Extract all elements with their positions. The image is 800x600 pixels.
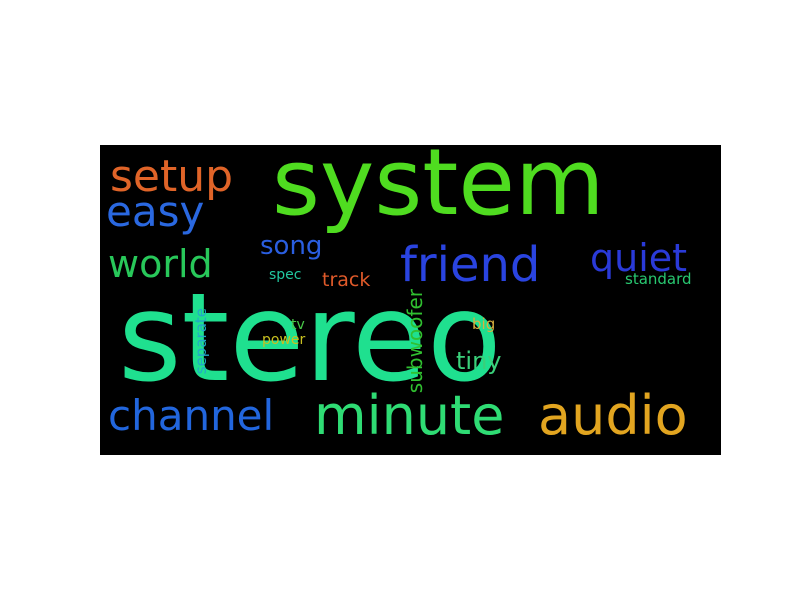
word-quiet: quiet: [590, 236, 688, 280]
word-power: power: [262, 332, 306, 348]
word-audio: audio: [538, 384, 688, 447]
word-minute: minute: [314, 384, 505, 447]
word-system: system: [272, 145, 605, 236]
word-tv: tv: [291, 317, 305, 333]
word-easy: easy: [106, 187, 205, 236]
word-world: world: [108, 242, 213, 286]
word-separate: separate: [192, 308, 210, 375]
word-standard: standard: [625, 270, 692, 288]
word-setup: setup: [110, 151, 234, 202]
word-friend: friend: [400, 237, 541, 293]
word-channel: channel: [108, 391, 275, 440]
word-stereo: stereo: [118, 267, 502, 409]
word-cloud: stereo system minute audio channel frien…: [100, 145, 721, 455]
word-track: track: [322, 269, 371, 291]
word-spec: spec: [269, 267, 302, 283]
word-song: song: [260, 231, 323, 261]
word-subwoofer: subwoofer: [403, 289, 427, 394]
word-tiny: tiny: [456, 347, 502, 375]
word-big: big: [472, 315, 496, 333]
